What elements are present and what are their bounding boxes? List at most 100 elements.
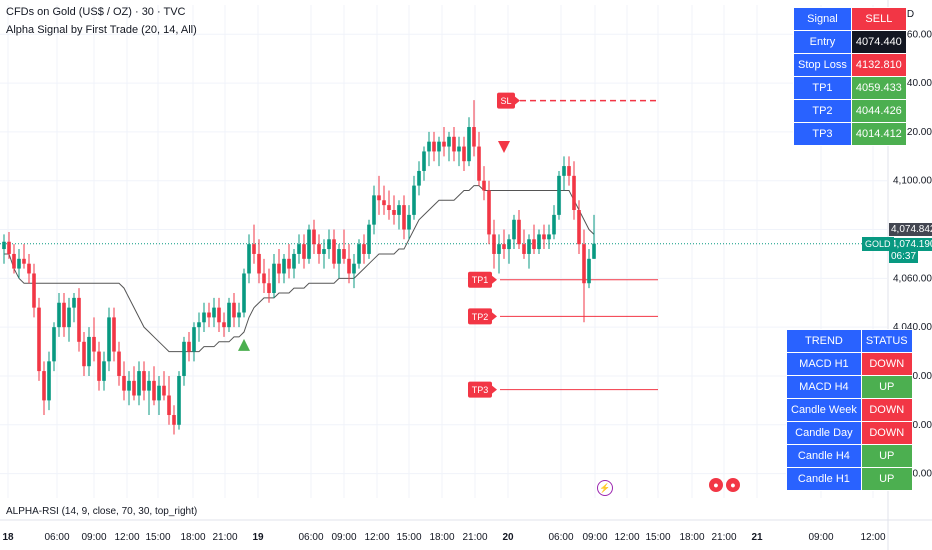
- time-axis[interactable]: 18 06:00 09:00 12:00 15:00 18:00 21:00 19 06:00 0…: [0, 519, 932, 543]
- candle-body: [27, 263, 31, 274]
- sl-tag-box: [497, 92, 515, 109]
- candle: [462, 136, 466, 171]
- us-flag-icon[interactable]: ●: [709, 478, 723, 492]
- time-tick-label: 15:00: [645, 532, 670, 543]
- tp2-tag-box: [468, 308, 492, 325]
- candle-body: [537, 234, 541, 250]
- candle-body: [372, 195, 376, 225]
- candle: [202, 302, 206, 333]
- candle-body: [512, 219, 516, 240]
- candle: [267, 268, 271, 303]
- tp1-tag-label: TP1: [472, 275, 489, 285]
- time-tick-label: 09:00: [81, 532, 106, 543]
- candle: [502, 229, 506, 259]
- time-tick-label: 21: [751, 532, 763, 543]
- trend-row-status: UP: [861, 376, 912, 398]
- time-tick-label: 12:00: [860, 532, 885, 543]
- candle: [217, 297, 221, 333]
- time-tick-label: 21:00: [711, 532, 736, 543]
- candle: [587, 249, 591, 289]
- candle-body: [497, 244, 501, 254]
- candle-body: [472, 127, 476, 147]
- candle-body: [547, 234, 551, 240]
- candle-body: [7, 241, 11, 254]
- candle-body: [592, 243, 596, 259]
- time-tick-label: 09:00: [808, 532, 833, 543]
- candle-body: [97, 351, 101, 381]
- time-tick-label: 15:00: [396, 532, 421, 543]
- tp2-tag-label: TP2: [472, 312, 489, 322]
- candle: [412, 175, 416, 220]
- candle-body: [527, 239, 531, 254]
- candle: [82, 332, 86, 376]
- candle: [397, 200, 401, 230]
- last-price-tag: 4,074.842: [889, 223, 932, 236]
- candle-body: [567, 166, 571, 176]
- time-tick-label: 12:00: [364, 532, 389, 543]
- candle-body: [102, 361, 106, 381]
- candle-body: [262, 273, 266, 284]
- time-tick-label: 09:00: [331, 532, 356, 543]
- candle-body: [82, 341, 86, 367]
- candle-body: [302, 244, 306, 259]
- signal-row-label: Entry: [794, 31, 851, 53]
- candle: [307, 224, 311, 264]
- candle: [97, 341, 101, 391]
- candle-body: [47, 361, 51, 401]
- candle: [472, 100, 476, 157]
- candle: [67, 297, 71, 342]
- candle: [207, 302, 211, 328]
- bottom-indicator-label[interactable]: ALPHA-RSI (14, 9, close, 70, 30, top_rig…: [6, 506, 198, 517]
- candle: [467, 117, 471, 167]
- candle-body: [457, 146, 461, 152]
- candle: [547, 224, 551, 250]
- candle: [522, 229, 526, 259]
- candle-body: [122, 375, 126, 391]
- candle-body: [127, 380, 131, 391]
- trend-table-row: MACD H4 UP: [787, 376, 912, 398]
- candle: [292, 249, 296, 279]
- tp3-tag-label: TP3: [472, 385, 489, 395]
- lightning-icon[interactable]: ⚡: [597, 480, 613, 496]
- candle: [257, 239, 261, 284]
- candle: [387, 190, 391, 220]
- candle: [297, 234, 301, 264]
- candle: [317, 234, 321, 264]
- candle-body: [572, 175, 576, 211]
- signal-row-label: Signal: [794, 8, 851, 30]
- candle: [102, 351, 106, 391]
- candle: [112, 307, 116, 362]
- candle: [382, 185, 386, 215]
- indicator-legend[interactable]: Alpha Signal by First Trade (20, 14, All…: [6, 24, 197, 36]
- candle-body: [207, 312, 211, 318]
- candle-body: [327, 239, 331, 250]
- candle: [92, 317, 96, 362]
- candle-body: [107, 317, 111, 362]
- candle: [117, 341, 121, 386]
- signal-row-label: TP1: [794, 77, 851, 99]
- candle-body: [437, 141, 441, 152]
- time-tick-label: 09:00: [582, 532, 607, 543]
- time-tick-label: 18:00: [679, 532, 704, 543]
- us-flag-icon[interactable]: ●: [726, 478, 740, 492]
- candle: [287, 244, 291, 279]
- candle-body: [147, 380, 151, 391]
- candle: [42, 361, 46, 416]
- candle: [177, 371, 181, 430]
- candle-body: [482, 180, 486, 191]
- candle: [312, 219, 316, 254]
- time-tick-label: 18:00: [429, 532, 454, 543]
- candle-body: [447, 136, 451, 147]
- candle-body: [277, 263, 281, 274]
- candle: [222, 312, 226, 337]
- signal-table: Signal SELL Entry 4074.440 Stop Loss 4132.810…: [793, 7, 907, 146]
- candle-body: [197, 322, 201, 328]
- candle-body: [117, 351, 121, 376]
- candle: [327, 229, 331, 259]
- candle-body: [77, 297, 81, 342]
- candle: [492, 219, 496, 269]
- candle: [127, 371, 131, 406]
- candle-body: [37, 307, 41, 372]
- candle-body: [17, 258, 21, 269]
- candle: [252, 224, 256, 264]
